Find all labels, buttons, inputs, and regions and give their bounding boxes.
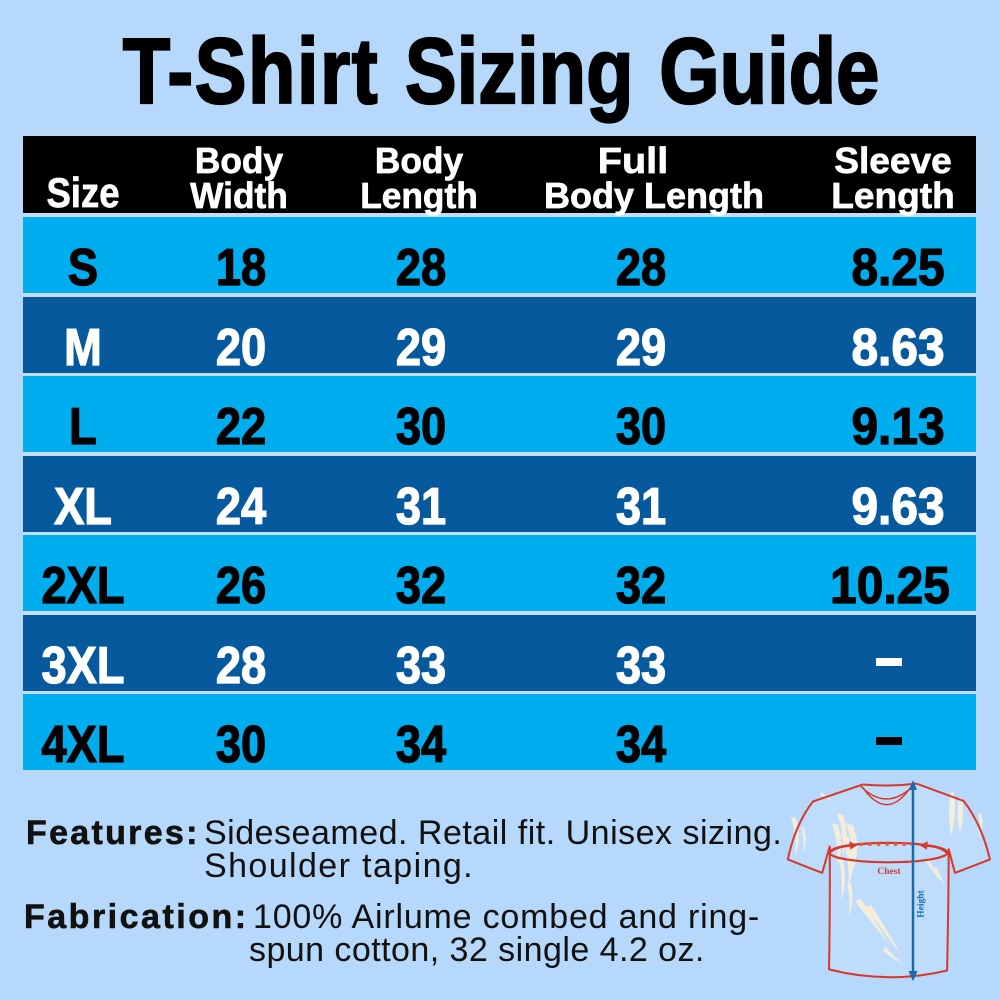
svg-text:Chest: Chest [877, 867, 901, 877]
svg-text:Height: Height [917, 889, 927, 917]
